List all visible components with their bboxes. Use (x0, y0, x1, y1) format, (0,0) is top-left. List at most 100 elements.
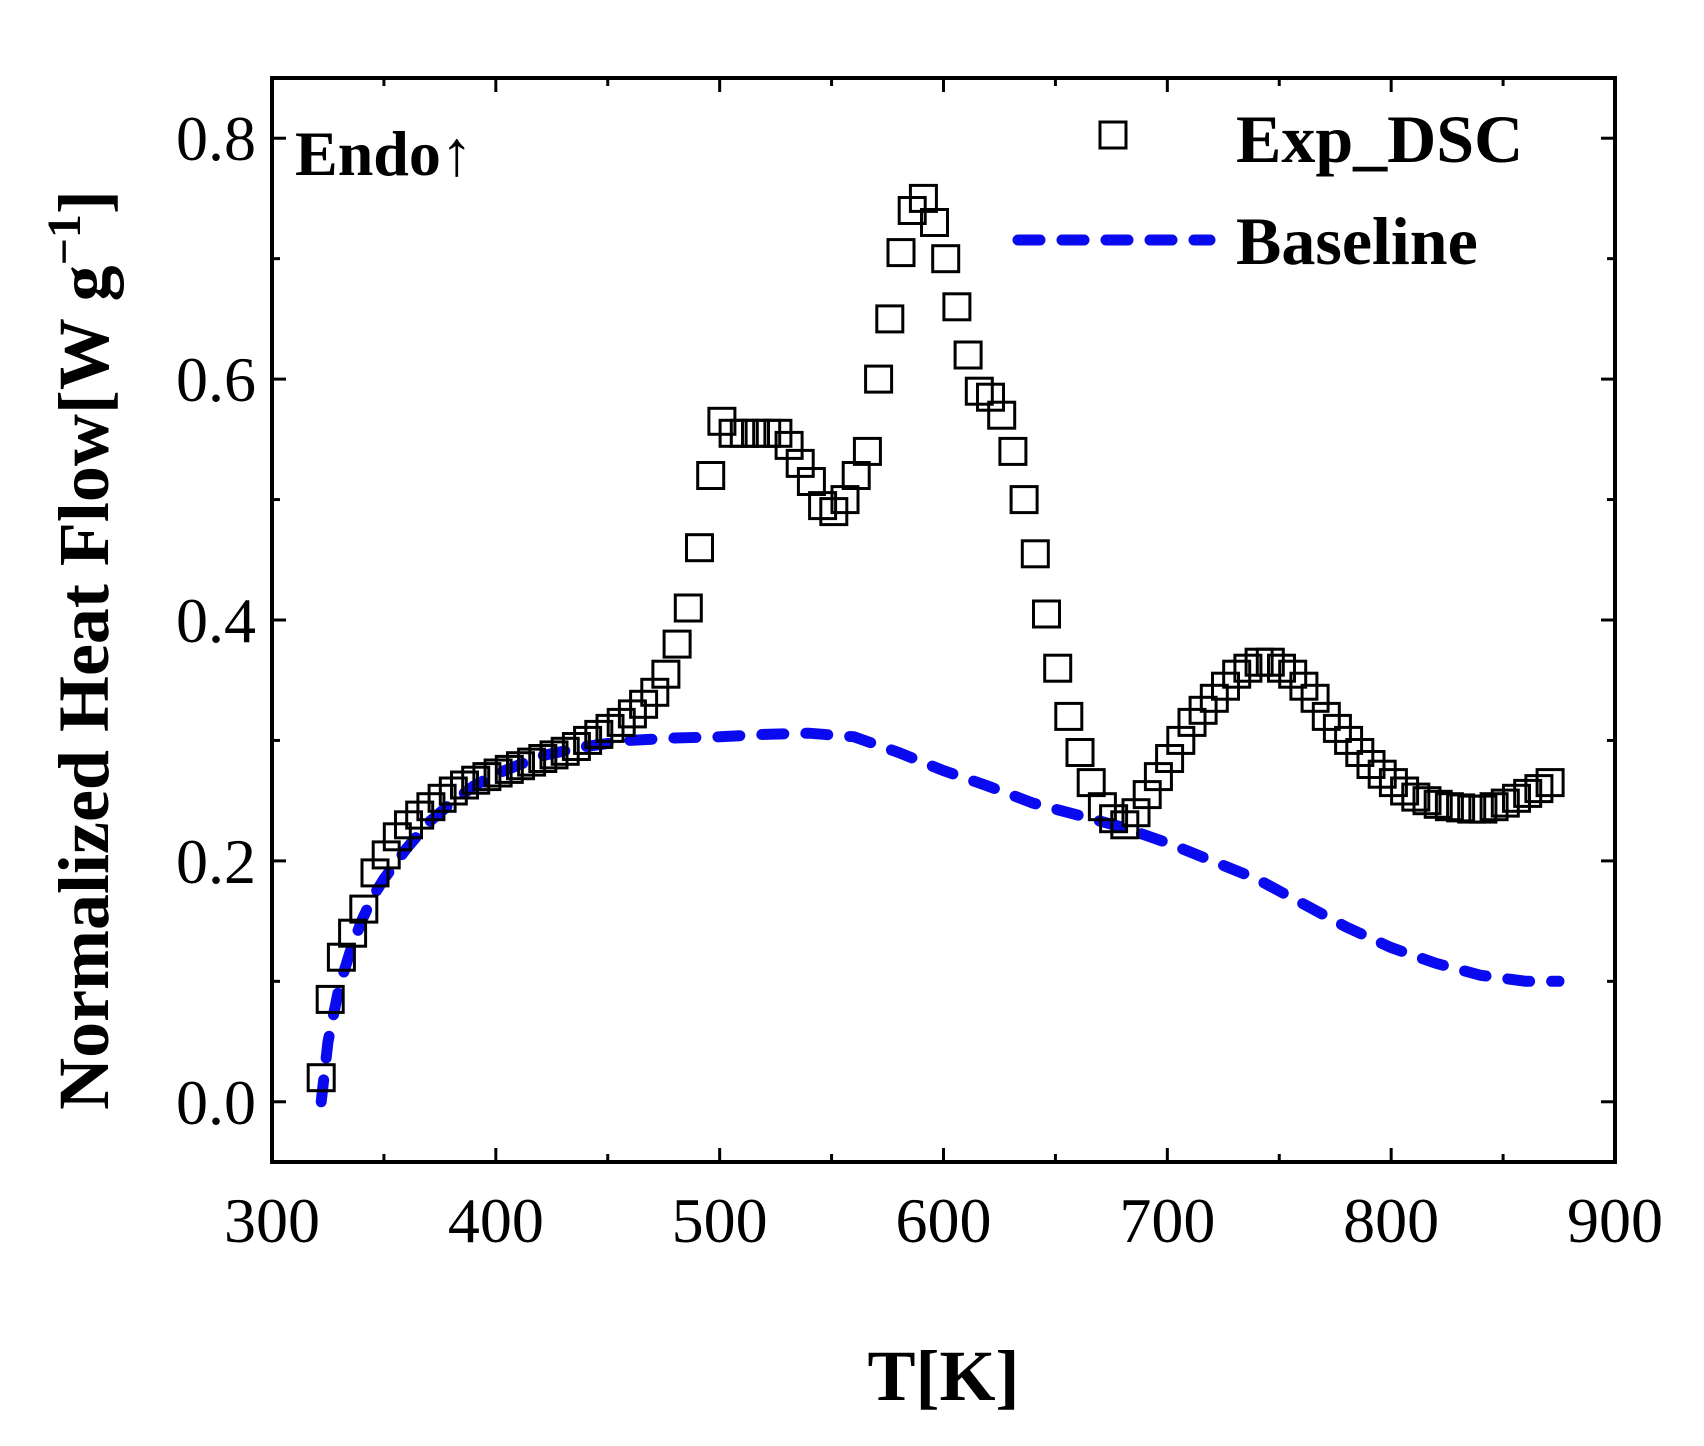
exp-dsc-point (662, 629, 692, 659)
y-tick-label: 0.8 (176, 103, 256, 174)
exp-dsc-point (796, 467, 826, 496)
exp-dsc-point (1479, 792, 1509, 822)
legend: Exp_DSC Baseline (1012, 101, 1523, 279)
exp-dsc-point (1032, 599, 1061, 629)
exp-dsc-point (394, 810, 423, 840)
exp-dsc-point (696, 461, 726, 490)
x-tick-label: 600 (896, 1185, 992, 1256)
exp-dsc-point (450, 770, 479, 800)
svg-text:Normalized Heat Flow[W g−1]: Normalized Heat Flow[W g−1] (38, 190, 124, 1110)
legend-marker-exp-dsc (1098, 120, 1128, 150)
exp-dsc-point (1502, 783, 1531, 813)
exp-dsc-point (964, 376, 994, 406)
exp-dsc-point (942, 292, 972, 322)
x-axis-title: T[K] (868, 1336, 1020, 1416)
x-tick-label: 500 (672, 1185, 768, 1256)
exp-dsc-point (1065, 738, 1095, 767)
exp-dsc-point (315, 984, 345, 1014)
x-tick-label: 400 (448, 1185, 544, 1256)
exp-dsc-point (785, 448, 815, 478)
exp-dsc-point (640, 677, 670, 707)
exp-dsc-point (1513, 778, 1543, 808)
y-axis-title-superscript: −1 (38, 214, 91, 265)
exp-dsc-point (1020, 539, 1050, 569)
exp-dsc-point (886, 238, 916, 268)
exp-dsc-point (506, 751, 535, 781)
exp-dsc-point (808, 491, 838, 521)
exp-dsc-point (1423, 789, 1453, 819)
exp-dsc-point (1166, 725, 1196, 755)
exp-dsc-point (1132, 780, 1162, 810)
exp-dsc-point (483, 758, 513, 788)
exp-dsc-point (1401, 782, 1431, 812)
exp-dsc-point (472, 762, 502, 792)
exp-dsc-point (931, 244, 961, 274)
exp-dsc-point (1300, 683, 1330, 713)
exp-dsc-point (1524, 774, 1554, 804)
exp-dsc-point (1490, 788, 1520, 818)
exp-dsc-point (371, 840, 401, 870)
y-tick-label: 0.2 (176, 826, 256, 897)
exp-dsc-point (841, 461, 871, 490)
exp-dsc-point (998, 436, 1028, 466)
plot-marks (306, 183, 1565, 1108)
exp-dsc-point (1054, 701, 1084, 731)
x-tick-label: 800 (1343, 1185, 1439, 1256)
exp-dsc-point (1155, 744, 1185, 773)
exp-dsc-point (1099, 804, 1129, 834)
exp-dsc-point (1468, 794, 1498, 824)
exp-dsc-point (1143, 762, 1173, 792)
exp-dsc-point (416, 792, 446, 822)
exp-dsc-point (685, 533, 714, 563)
exp-dsc-point (528, 744, 558, 773)
x-tick-label: 300 (224, 1185, 320, 1256)
exp-dsc-point (1390, 776, 1420, 806)
exp-dsc-point (405, 800, 435, 830)
exp-dsc-point (494, 754, 524, 784)
exp-dsc-point (673, 593, 703, 623)
exp-dsc-point (461, 765, 491, 795)
exp-dsc-point (875, 304, 905, 334)
y-axis-title-main: Normalized Heat Flow[W g (44, 265, 124, 1110)
exp-dsc-point (1043, 653, 1073, 683)
y-axis-title: Normalized Heat Flow[W g−1] (38, 190, 124, 1110)
y-tick-label: 0.4 (176, 585, 256, 656)
legend-label-exp-dsc: Exp_DSC (1236, 101, 1523, 177)
y-axis-title-suffix: ] (44, 190, 124, 214)
exp-dsc-point (976, 382, 1005, 412)
baseline-series-line (315, 727, 1565, 1108)
exp-dsc-point (338, 918, 368, 948)
exp-dsc-point (1121, 798, 1151, 828)
exp-dsc-point (606, 707, 636, 737)
exp-dsc-point (651, 659, 681, 689)
axis-ticks (270, 78, 1617, 1162)
exp-dsc-point (539, 740, 569, 770)
exp-dsc-point (1356, 750, 1386, 779)
exp-dsc-point (864, 364, 894, 394)
x-tick-label: 900 (1567, 1185, 1663, 1256)
exp-dsc-point (1076, 768, 1106, 798)
exp-dsc-point (326, 942, 356, 972)
exp-dsc-point (438, 776, 468, 806)
exp-dsc-point (517, 747, 547, 777)
exp-dsc-point (774, 430, 804, 460)
axis-tick-labels: 300 400 500 600 700 800 900 0.0 0.2 0.4 0.6 0.8 (176, 103, 1663, 1256)
y-tick-label: 0.6 (176, 344, 256, 415)
exp-dsc-point (1535, 768, 1565, 798)
exp-dsc-point (550, 736, 580, 766)
exp-dsc-point (617, 699, 647, 729)
y-tick-label: 0.0 (176, 1067, 256, 1138)
exp-dsc-point (920, 208, 949, 237)
exp-dsc-point (1009, 485, 1039, 515)
legend-label-baseline: Baseline (1236, 203, 1478, 279)
exp-dsc-point (987, 400, 1017, 430)
exp-dsc-point (1267, 653, 1296, 683)
x-tick-label: 700 (1119, 1185, 1215, 1256)
exp-dsc-point (306, 1063, 336, 1093)
exp-dsc-point (953, 340, 983, 370)
exp-dsc-point (1233, 653, 1263, 683)
endo-annotation: Endo↑ (295, 118, 473, 189)
exp-dsc-point (830, 485, 860, 515)
